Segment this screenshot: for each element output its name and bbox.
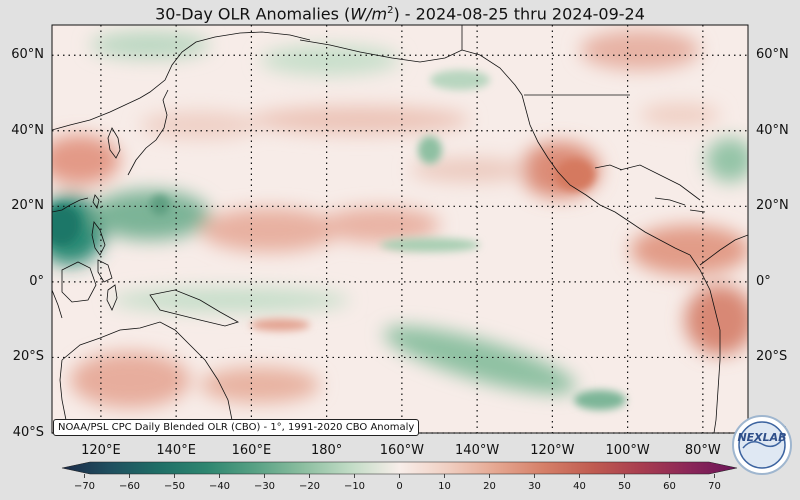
south-america-coastline	[689, 234, 748, 433]
lon-label: 160°W	[379, 443, 424, 458]
logo-text: NEXLAB	[737, 431, 786, 444]
indochina-coastline	[52, 197, 89, 213]
lon-label: 80°W	[684, 443, 721, 458]
source-note: NOAA/PSL CPC Daily Blended OLR (CBO) - 1…	[53, 419, 420, 436]
lon-label: 100°W	[605, 443, 650, 458]
korea-coastline	[107, 127, 121, 159]
anomaly-field	[52, 25, 748, 433]
australia-coastline	[59, 321, 233, 433]
lat-label-left: 20°S	[12, 349, 44, 365]
anomaly-blobs-broad	[52, 30, 748, 408]
colorbar-tick-label: −10	[343, 481, 366, 492]
borneo-coastline	[61, 261, 97, 303]
north-america-coastline	[521, 94, 701, 256]
map-title: 30-Day OLR Anomalies (W/m2) - 2024-08-25…	[155, 4, 645, 24]
lat-label-right: 60°N	[756, 47, 789, 63]
anomaly-blobs-detail	[52, 70, 626, 410]
lon-label: 160°E	[231, 443, 272, 458]
caribbean-islands	[654, 197, 706, 213]
colorbar-tick-label: 30	[528, 481, 541, 492]
colorbar-tick-label: 50	[618, 481, 631, 492]
taiwan-coastline	[92, 194, 100, 209]
lat-label-right: 40°N	[756, 122, 789, 138]
lat-label-right: 0°	[756, 273, 771, 289]
colorbar-bar	[61, 461, 738, 475]
coastlines	[52, 25, 748, 433]
colorbar-tick-label: −50	[163, 481, 186, 492]
colorbar-tick-label: −40	[208, 481, 231, 492]
asia-coastline	[52, 31, 311, 131]
new-guinea-coastline	[149, 289, 240, 327]
lat-label-left: 20°N	[11, 198, 44, 214]
colorbar-tick-label: −70	[73, 481, 96, 492]
lon-label: 140°E	[156, 443, 196, 458]
colorbar-tick-label: −30	[253, 481, 276, 492]
colorbar-tick-label: 0	[396, 481, 403, 492]
lon-label: 120°E	[81, 443, 121, 458]
nexlab-logo: NEXLAB	[732, 415, 792, 475]
japan-coastline	[127, 89, 169, 176]
colorbar-tick-label: 10	[438, 481, 451, 492]
philippines-coastline	[91, 220, 113, 283]
colorbar-tick-label: 20	[483, 481, 496, 492]
colorbar-tick-label: 60	[663, 481, 676, 492]
colorbar	[61, 461, 738, 478]
lon-label: 120°W	[530, 443, 575, 458]
colorbar-tick-label: −20	[298, 481, 321, 492]
lat-label-left: 40°S	[12, 425, 44, 440]
alaska-coastline	[299, 39, 523, 96]
colorbar-tick-label: 70	[708, 481, 721, 492]
lon-label: 180°	[310, 443, 343, 458]
sumatra-coastline	[52, 289, 63, 319]
lat-label-left: 60°N	[11, 47, 44, 63]
colorbar-tick-label: 40	[573, 481, 586, 492]
sulawesi-coastline	[106, 284, 118, 311]
lat-label-right: 20°N	[756, 198, 789, 214]
graticule	[52, 25, 748, 434]
lon-label: 140°W	[455, 443, 500, 458]
lat-label-left: 40°N	[11, 122, 44, 138]
colorbar-tick-label: −60	[118, 481, 141, 492]
lat-label-left: 0°	[29, 273, 44, 289]
lat-label-right: 20°S	[756, 349, 788, 365]
